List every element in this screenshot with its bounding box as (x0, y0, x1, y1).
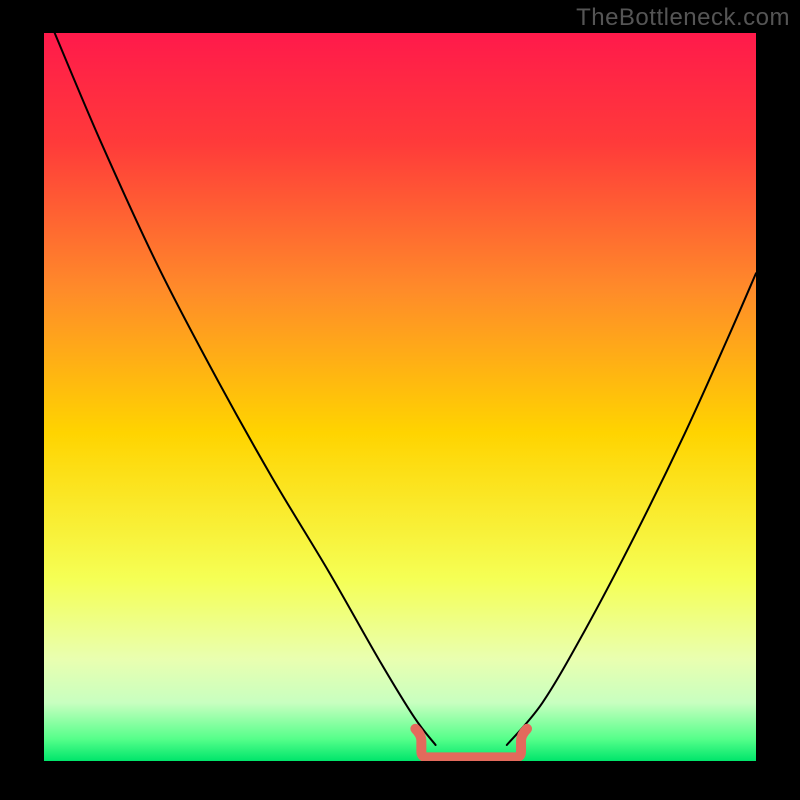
chart-stage: TheBottleneck.com (0, 0, 800, 800)
right-curve (507, 273, 756, 745)
watermark-text: TheBottleneck.com (576, 4, 790, 32)
plot-area (44, 33, 756, 761)
valley-marker (415, 729, 527, 758)
curve-overlay (44, 33, 756, 761)
left-curve (55, 33, 436, 745)
